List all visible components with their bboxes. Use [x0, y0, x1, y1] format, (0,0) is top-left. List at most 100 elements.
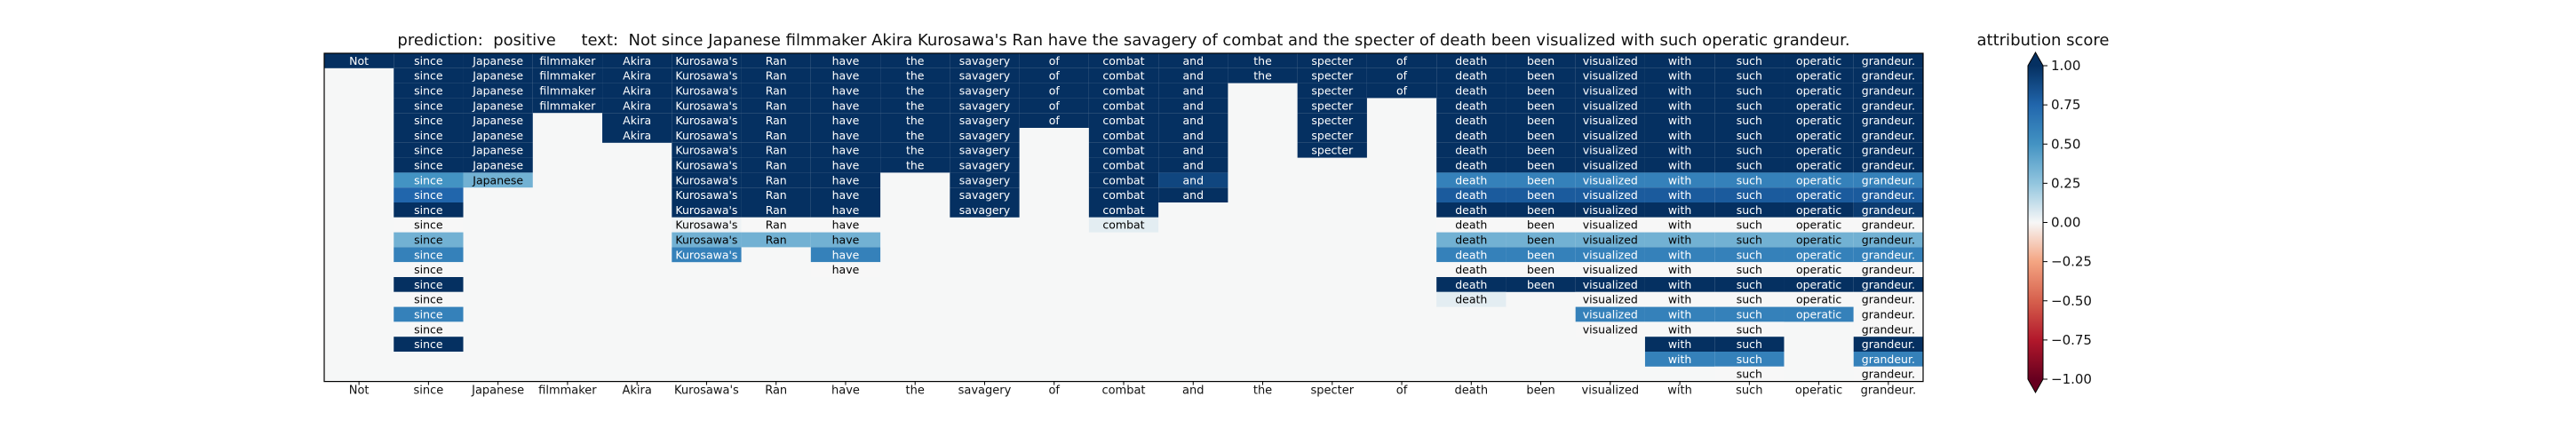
heatmap-cell [672, 187, 742, 202]
heatmap-cell [1436, 128, 1507, 143]
cell-token-label: Japanese [472, 144, 523, 157]
heatmap-cell [1784, 98, 1854, 114]
cell-token-label: since [414, 322, 443, 336]
cell-token-label: grandeur. [1862, 278, 1915, 291]
heatmap-cell [950, 53, 1020, 68]
cell-token-label: visualized [1583, 293, 1638, 306]
cell-token-label: the [906, 144, 925, 157]
cell-token-label: Kurosawa's [675, 248, 737, 261]
cell-token-label: operatic [1796, 218, 1841, 232]
x-tick-label: and [1182, 385, 1204, 398]
heatmap-cell [1644, 352, 1715, 367]
heatmap-cell [602, 83, 672, 99]
heatmap-cell [394, 202, 464, 218]
heatmap-cell [1853, 277, 1923, 292]
heatmap-cell [1019, 98, 1089, 114]
x-tick-label: such [1736, 385, 1762, 398]
heatmap-cell [1714, 262, 1785, 277]
cell-token-label: operatic [1796, 144, 1841, 157]
heatmap-cell [950, 113, 1020, 128]
cell-token-label: savagery [959, 159, 1011, 172]
cell-token-label: such [1737, 69, 1762, 83]
x-tick-label: been [1526, 385, 1555, 398]
heatmap-cell [463, 128, 533, 143]
colorbar-tick-label: 0.50 [2051, 136, 2080, 152]
heatmap-cell [1019, 83, 1089, 99]
heatmap-cell [1575, 83, 1645, 99]
heatmap-cell [1575, 142, 1645, 158]
cell-token-label: visualized [1583, 203, 1638, 217]
heatmap-cell [1853, 98, 1923, 114]
cell-token-label: combat [1102, 144, 1144, 157]
heatmap-cell [394, 53, 464, 68]
heatmap-cell [1714, 128, 1785, 143]
cell-token-label: the [1253, 54, 1272, 67]
cell-token-label: been [1527, 203, 1554, 217]
heatmap-cell [950, 67, 1020, 83]
heatmap-cell [1784, 142, 1854, 158]
cell-token-label: visualized [1583, 263, 1638, 276]
heatmap-cell [1158, 128, 1228, 143]
cell-token-label: grandeur. [1862, 322, 1915, 336]
heatmap-cell [1436, 291, 1507, 307]
heatmap-cell [394, 83, 464, 99]
heatmap-cell [1506, 187, 1576, 202]
heatmap-cell [672, 142, 742, 158]
colorbar-title: attribution score [1976, 31, 2110, 50]
heatmap-cell [394, 187, 464, 202]
cell-token-label: grandeur. [1862, 234, 1915, 247]
heatmap-cell [1853, 306, 1923, 322]
x-tick-label: the [1253, 385, 1272, 398]
heatmap-cell [394, 277, 464, 292]
cell-token-label: Kurosawa's [675, 114, 737, 127]
heatmap-cell [602, 67, 672, 83]
heatmap-cell [950, 98, 1020, 114]
cell-token-label: been [1527, 173, 1554, 186]
cell-token-label: been [1527, 54, 1554, 67]
heatmap-cell [463, 113, 533, 128]
cell-token-label: Ran [766, 99, 787, 112]
cell-token-label: the [906, 99, 925, 112]
heatmap-cell [1644, 306, 1715, 322]
heatmap-cell [1088, 157, 1159, 173]
heatmap-cell [950, 83, 1020, 99]
x-tick-label: visualized [1582, 385, 1640, 398]
cell-token-label: have [832, 173, 860, 186]
x-tick-label: specter [1310, 385, 1354, 398]
cell-token-label: the [906, 159, 925, 172]
heatmap-cell [1714, 366, 1785, 382]
cell-token-label: with [1668, 84, 1692, 98]
cell-token-label: of [1396, 69, 1408, 83]
heatmap-cell [880, 53, 950, 68]
heatmap-cell [950, 128, 1020, 143]
x-tick-label: filmmaker [538, 385, 597, 398]
cell-token-label: grandeur. [1862, 144, 1915, 157]
heatmap-cell [1575, 172, 1645, 188]
heatmap-cell [394, 142, 464, 158]
heatmap-cell [1297, 53, 1367, 68]
heatmap-cell [1506, 262, 1576, 277]
heatmap-cell [950, 157, 1020, 173]
heatmap-cell [1853, 67, 1923, 83]
cell-token-label: death [1455, 218, 1487, 232]
x-tick-label: with [1667, 385, 1692, 398]
heatmap-cell [741, 202, 811, 218]
cell-token-label: Japanese [472, 84, 523, 98]
heatmap-cell [602, 53, 672, 68]
cell-token-label: combat [1102, 84, 1144, 98]
cell-token-label: combat [1102, 159, 1144, 172]
cell-token-label: the [1253, 69, 1272, 83]
heatmap-cell [1088, 98, 1159, 114]
cell-token-label: the [906, 129, 925, 142]
cell-token-label: death [1455, 144, 1487, 157]
heatmap-cell [1575, 321, 1645, 337]
cell-token-label: with [1668, 308, 1692, 321]
cell-token-label: Not [349, 54, 369, 67]
heatmap-cell [1506, 232, 1576, 248]
cell-token-label: since [414, 248, 443, 261]
cell-token-label: visualized [1583, 173, 1638, 186]
heatmap-cell [1644, 67, 1715, 83]
x-tick-label: of [1396, 385, 1408, 398]
heatmap-cell [1714, 232, 1785, 248]
